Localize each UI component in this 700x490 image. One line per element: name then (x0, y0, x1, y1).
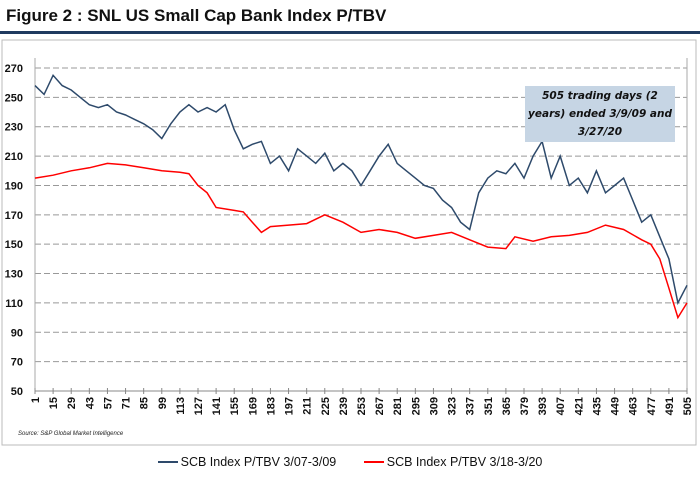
x-tick-label: 71 (121, 397, 133, 409)
x-tick-label: 267 (374, 397, 386, 415)
source-note: Source: S&P Global Market Intelligence (18, 431, 124, 437)
x-tick-label: 43 (84, 397, 96, 409)
series-line-2007 (34, 73, 688, 306)
y-tick-label: 250 (5, 92, 23, 104)
x-tick-label: 407 (555, 397, 567, 415)
x-tick-label: 351 (483, 397, 495, 415)
x-tick-label: 29 (66, 397, 78, 409)
x-tick-label: 113 (175, 397, 187, 415)
x-tick-label: 281 (392, 397, 404, 415)
x-tick-label: 295 (410, 397, 422, 415)
y-tick-label: 110 (5, 298, 23, 310)
x-tick-label: 197 (284, 397, 296, 415)
title-rule (0, 31, 700, 34)
y-tick-label: 170 (5, 210, 23, 222)
chart-frame (1, 39, 697, 446)
x-tick-label: 505 (682, 397, 694, 415)
x-tick-label: 211 (302, 397, 314, 415)
y-tick-label: 70 (11, 357, 23, 369)
x-tick-label: 449 (610, 397, 622, 415)
x-tick-label: 15 (48, 397, 60, 409)
x-tick-label: 239 (338, 397, 350, 415)
y-tick-label: 210 (5, 151, 23, 163)
x-tick-label: 337 (465, 397, 477, 415)
x-tick-label: 463 (628, 397, 640, 415)
y-tick-label: 150 (5, 239, 23, 251)
legend-swatch (157, 461, 178, 463)
x-tick-label: 379 (519, 397, 531, 415)
y-tick-label: 50 (11, 386, 23, 398)
x-tick-label: 1 (30, 397, 42, 403)
x-tick-label: 309 (428, 397, 440, 415)
y-tick-label: 190 (5, 180, 23, 192)
x-tick-label: 477 (646, 397, 658, 415)
x-tick-label: 169 (247, 397, 259, 415)
y-tick-label: 270 (5, 63, 23, 75)
legend-label: SCB Index P/TBV 3/18-3/20 (386, 455, 543, 469)
x-tick-label: 141 (211, 397, 223, 415)
legend-swatch (363, 461, 384, 463)
series-line-2018 (34, 162, 688, 320)
figure-title: Figure 2 : SNL US Small Cap Bank Index P… (6, 6, 387, 25)
x-tick-label: 365 (501, 397, 513, 415)
x-tick-label: 253 (356, 397, 368, 415)
x-tick-label: 127 (193, 397, 205, 415)
x-tick-label: 323 (447, 397, 459, 415)
y-tick-label: 130 (5, 269, 23, 281)
legend-item-2007: SCB Index P/TBV 3/07-3/09 (157, 455, 337, 469)
x-tick-label: 183 (265, 397, 277, 415)
x-tick-label: 491 (664, 397, 676, 415)
y-tick-label: 90 (11, 327, 23, 339)
legend-label: SCB Index P/TBV 3/07-3/09 (180, 455, 337, 469)
legend: SCB Index P/TBV 3/07-3/09 SCB Index P/TB… (0, 452, 700, 469)
x-tick-label: 225 (320, 397, 332, 415)
x-tick-label: 393 (537, 397, 549, 415)
legend-item-2018: SCB Index P/TBV 3/18-3/20 (363, 455, 543, 469)
y-tick-label: 230 (5, 122, 23, 134)
x-tick-label: 435 (591, 397, 603, 415)
x-tick-label: 57 (102, 397, 114, 409)
annotation-box: 505 trading days (2 years) ended 3/9/09 … (525, 86, 675, 142)
x-tick-label: 85 (139, 397, 151, 409)
x-tick-label: 99 (157, 397, 169, 409)
x-tick-label: 421 (573, 397, 585, 415)
x-tick-label: 155 (229, 397, 241, 415)
